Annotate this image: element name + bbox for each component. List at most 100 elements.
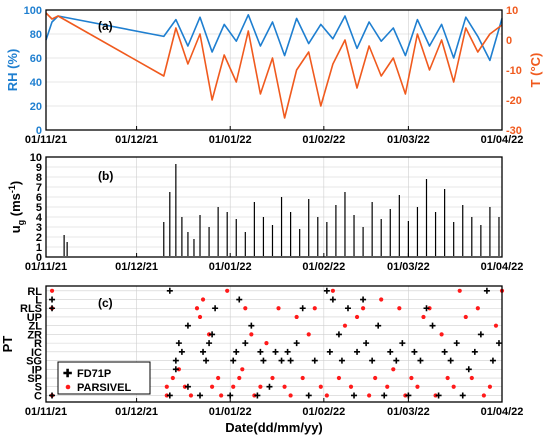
parsivel-point — [252, 393, 257, 398]
parsivel-point — [206, 332, 212, 337]
parsivel-point — [451, 384, 456, 389]
fd71p-point — [49, 305, 56, 312]
panel-b-y-tick-label: 4 — [36, 212, 43, 224]
parsivel-point — [360, 306, 366, 311]
fd71p-point — [335, 331, 342, 338]
panel-b-x-tick-label: 01/11/21 — [25, 261, 67, 273]
x-axis-label: Date(dd/mm/yy) — [225, 420, 323, 435]
parsivel-point — [373, 375, 378, 381]
panel-b-y-tick-label: 2 — [36, 232, 42, 244]
parsivel-point — [330, 288, 335, 293]
t-series-line — [45, 12, 503, 119]
panel-c-x-tick-label: 01/11/21 — [25, 406, 67, 418]
fd71p-point — [305, 392, 312, 399]
panel-c-x-tick-label: 01/02/22 — [302, 406, 345, 418]
panel-a-label: (a) — [98, 19, 113, 33]
fd71p-point — [254, 392, 261, 399]
parsivel-point — [306, 332, 311, 337]
parsivel-point — [421, 314, 426, 320]
parsivel-point — [342, 323, 348, 328]
panel-b-x-tick-label: 01/02/22 — [302, 261, 345, 273]
panel-a-right-axis-label: T (°C) — [528, 53, 543, 88]
legend-marker-parsivel — [65, 384, 71, 390]
parsivel-point — [276, 306, 281, 311]
parsivel-point — [170, 375, 175, 381]
fd71p-point — [429, 322, 436, 329]
parsivel-point — [216, 375, 221, 381]
fd71p-point — [360, 296, 367, 303]
panel-a-left-tick-label: 0 — [36, 125, 42, 137]
panel-b-series — [63, 164, 500, 256]
fd71p-point — [212, 305, 219, 312]
panel-c-x-ticks: 01/11/21 01/12/21 01/01/22 01/02/22 01/03/22… — [25, 398, 523, 418]
parsivel-point — [164, 384, 169, 389]
panel-b-y-tick-label: 1 — [36, 242, 42, 254]
panel-a-left-ticks: 0 20 40 60 80 100 — [24, 5, 42, 137]
panel-a-left-tick-label: 80 — [30, 29, 42, 41]
parsivel-point — [457, 288, 462, 293]
panel-a-x-tick-label: 01/03/22 — [387, 134, 430, 146]
fd71p-point — [266, 383, 273, 390]
panel-c-y-tick-label: S — [35, 382, 42, 394]
legend-marker-fd71p: ✚ — [63, 368, 72, 380]
parsivel-point — [324, 393, 329, 398]
parsivel-point — [197, 314, 203, 320]
fd71p-point — [203, 357, 210, 364]
panel-b-frame — [45, 156, 503, 258]
panel-b-grid — [46, 157, 502, 257]
parsivel-point — [294, 314, 299, 320]
fd71p-point — [354, 348, 361, 355]
rh-series-line — [45, 14, 503, 62]
parsivel-point — [312, 306, 317, 311]
panel-a-right-tick-label: 10 — [506, 5, 518, 17]
panel-b-axis-label-unit: (ms — [8, 193, 23, 220]
panel-c-label: (c) — [98, 296, 113, 310]
parsivel-point — [379, 297, 384, 302]
panel-c-y-tick-label: R — [34, 338, 42, 350]
parsivel-point — [219, 393, 224, 398]
panel-c-series — [49, 287, 505, 399]
parsivel-point — [231, 384, 236, 389]
fd71p-point — [209, 331, 216, 338]
panel-c-axis-label: PT — [0, 336, 15, 353]
panel-a-frame — [45, 9, 503, 131]
panel-a-right-tick-label: -20 — [506, 95, 522, 107]
fd71p-point — [326, 348, 333, 355]
fd71p-point — [417, 357, 424, 364]
fd71p-point — [329, 296, 336, 303]
panel-a-right-tick-label: -30 — [506, 125, 522, 137]
parsivel-point — [182, 384, 188, 389]
legend-label-fd71p: FD71P — [77, 368, 111, 380]
fd71p-point — [260, 357, 267, 364]
panel-a-x-tick-label: 01/01/22 — [209, 134, 252, 146]
parsivel-point — [249, 332, 254, 337]
fd71p-point — [197, 392, 204, 399]
fd71p-point — [206, 340, 213, 347]
parsivel-point — [194, 306, 200, 311]
parsivel-point — [225, 288, 230, 293]
parsivel-point — [188, 393, 194, 398]
parsivel-point — [264, 341, 269, 346]
panel-b-x-tick-label: 01/12/21 — [115, 261, 158, 273]
fd71p-point — [175, 340, 182, 347]
parsivel-point — [463, 314, 468, 320]
fd71p-point — [387, 348, 394, 355]
panel-c-x-tick-label: 01/03/22 — [387, 406, 430, 418]
panel-c-y-tick-label: IC — [31, 347, 42, 359]
fd71p-point — [393, 357, 400, 364]
panel-a-x-tick-label: 01/12/21 — [115, 134, 158, 146]
parsivel-point — [200, 297, 206, 302]
fd71p-point — [489, 357, 496, 364]
parsivel-point — [403, 393, 408, 398]
panel-c-y-tick-label: SP — [27, 373, 42, 385]
panel-a-grid — [46, 10, 502, 130]
parsivel-point — [385, 384, 390, 389]
fd71p-point — [465, 366, 472, 373]
fd71p-point — [230, 357, 237, 364]
parsivel-point — [469, 375, 474, 381]
panel-a-x-tick-label: 01/02/22 — [302, 134, 345, 146]
